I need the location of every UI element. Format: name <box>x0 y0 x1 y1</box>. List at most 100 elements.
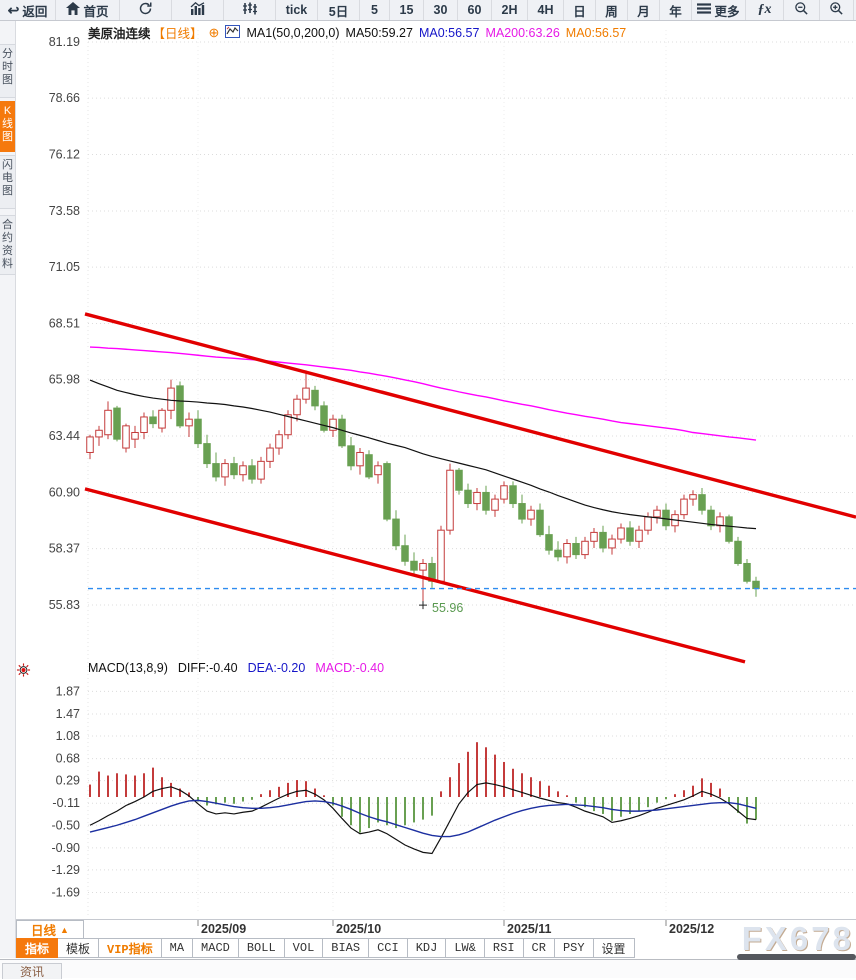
4h-button[interactable]: 4H <box>528 0 564 20</box>
candle-body <box>167 387 175 411</box>
candle-body <box>734 540 742 564</box>
day-button[interactable]: 日 <box>564 0 596 20</box>
2h-label: 2H <box>501 3 518 17</box>
horizontal-scrollbar-thumb[interactable] <box>737 954 856 960</box>
chart-type-sidebar: 分时图 K线图闪电图合约资料 <box>0 21 16 958</box>
candle-body <box>554 549 562 558</box>
candlestick-chart-button[interactable] <box>224 0 276 20</box>
sidebar-tab-3[interactable]: 合约资料 <box>0 215 15 275</box>
5min-button[interactable]: 5 <box>360 0 390 20</box>
candle-body <box>581 540 589 556</box>
candle-body <box>230 463 238 476</box>
indicator-tab-VOL[interactable]: VOL <box>284 938 324 958</box>
candle-body <box>563 543 571 558</box>
candle-body <box>653 509 661 518</box>
year-button[interactable]: 年 <box>660 0 692 20</box>
candle-body <box>599 531 607 549</box>
30min-button[interactable]: 30 <box>424 0 458 20</box>
indicator-tab-MA[interactable]: MA <box>161 938 194 958</box>
indicator-tab-bar: 指标 模板 VIP指标 MA MACD BOLL VOL BIAS CCI KDJ LW& RSI CR… <box>16 938 635 958</box>
candle-body <box>356 451 364 467</box>
ma50-value: MA50:59.27 <box>345 25 413 40</box>
sidebar-tab-2[interactable]: 闪电图 <box>0 155 15 209</box>
candle-body <box>545 534 553 551</box>
month-label: 2025/09 <box>201 922 246 936</box>
candle-body <box>185 418 193 427</box>
indicator-tab-LW&[interactable]: LW& <box>446 938 485 958</box>
mini-chart-icon[interactable] <box>225 24 241 41</box>
candle-body <box>491 498 499 511</box>
macd-dea-line <box>89 799 757 838</box>
home-button[interactable]: 首页 <box>56 0 120 20</box>
indicator-tab-CCI[interactable]: CCI <box>369 938 408 958</box>
indicator-tab-MACD[interactable]: MACD <box>193 938 239 958</box>
15min-label: 15 <box>399 3 414 17</box>
candle-body <box>140 416 148 434</box>
candle-body <box>113 407 121 440</box>
candle-body <box>86 436 94 453</box>
tick-button[interactable]: tick <box>276 0 318 20</box>
tab-news[interactable]: 资讯 <box>2 963 62 979</box>
more-button[interactable]: 更多 <box>692 0 746 20</box>
indicator-tab-指标[interactable]: 指标 <box>16 938 59 958</box>
back-arrow-icon: ↩ <box>7 1 20 18</box>
candle-body <box>194 418 202 445</box>
candle-body <box>221 463 229 478</box>
zoom-in-button[interactable] <box>820 0 854 20</box>
indicator-tab-设置[interactable]: 设置 <box>593 938 635 958</box>
candle-body <box>365 454 373 478</box>
channel-lower-line <box>84 487 746 664</box>
back-button[interactable]: ↩ 返回 <box>0 0 56 20</box>
candle-body <box>293 398 301 416</box>
candle-body <box>482 491 490 511</box>
candle-body <box>518 503 526 520</box>
indicator-tab-RSI[interactable]: RSI <box>484 938 524 958</box>
month-label: 2025/10 <box>336 922 381 936</box>
sidebar-tab-0[interactable]: 分时图 <box>0 44 15 98</box>
candle-body <box>311 389 319 407</box>
60min-label: 60 <box>467 3 482 17</box>
refresh-button[interactable] <box>120 0 172 20</box>
refresh-icon <box>138 1 153 19</box>
candle-body <box>527 509 535 520</box>
candle-body <box>626 527 634 542</box>
indicator-tab-PSY[interactable]: PSY <box>554 938 594 958</box>
bottom-bar: 资讯 <box>0 959 856 979</box>
price-axis-label: 81.19 <box>49 35 80 49</box>
candle-body <box>149 416 157 425</box>
candle-body <box>95 429 103 438</box>
2h-button[interactable]: 2H <box>492 0 528 20</box>
ma200-value: MA200:63.26 <box>485 25 560 40</box>
zoom-out-button[interactable] <box>784 0 820 20</box>
add-indicator-icon[interactable]: ⊕ <box>208 24 220 40</box>
candle-body <box>320 405 328 431</box>
sidebar-tab-1[interactable]: K线图 <box>0 101 15 152</box>
indicator-tab-KDJ[interactable]: KDJ <box>407 938 447 958</box>
candle-body <box>590 531 598 542</box>
fx-button[interactable]: ƒx <box>746 0 784 20</box>
4h-label: 4H <box>537 3 554 17</box>
indicator-tab-VIP指标[interactable]: VIP指标 <box>99 938 162 958</box>
axis-row-divider <box>0 919 856 920</box>
candle-body <box>266 447 274 462</box>
price-axis-label: 71.05 <box>49 260 80 274</box>
15min-button[interactable]: 15 <box>390 0 424 20</box>
5day-button[interactable]: 5日 <box>318 0 360 20</box>
indicator-tab-BIAS[interactable]: BIAS <box>323 938 370 958</box>
indicator-tab-CR[interactable]: CR <box>523 938 555 958</box>
macd-axis-label: -1.69 <box>52 885 81 899</box>
mountain-chart-button[interactable] <box>172 0 224 20</box>
month-button[interactable]: 月 <box>628 0 660 20</box>
month-label: 月 <box>637 4 650 19</box>
indicator-tab-BOLL[interactable]: BOLL <box>238 938 285 958</box>
indicator-tab-模板[interactable]: 模板 <box>58 938 100 958</box>
60min-button[interactable]: 60 <box>458 0 492 20</box>
zoom-out-icon <box>794 1 809 19</box>
indicator-settings-icon[interactable] <box>16 662 31 683</box>
period-selector-button[interactable]: 日线 ▲ <box>16 920 84 939</box>
candle-body <box>374 465 382 476</box>
week-button[interactable]: 周 <box>596 0 628 20</box>
candle-body <box>248 465 256 480</box>
